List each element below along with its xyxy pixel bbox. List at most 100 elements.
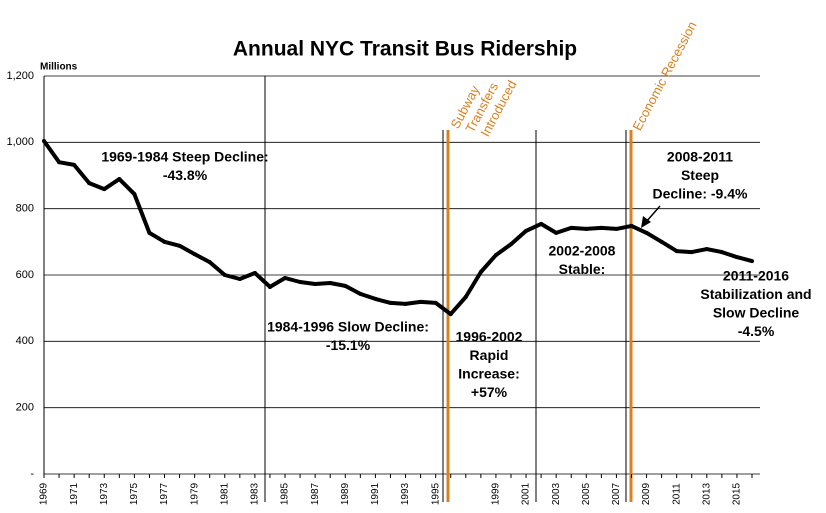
y-tick-label: 200 bbox=[16, 402, 34, 414]
annotation: 1996-2002 bbox=[456, 329, 523, 345]
y-tick-label: 400 bbox=[16, 335, 34, 347]
x-tick-label: 1999 bbox=[491, 482, 502, 505]
x-tick-label: 2003 bbox=[551, 482, 562, 505]
point bbox=[328, 280, 333, 285]
point bbox=[162, 239, 167, 244]
x-tick-label: 1985 bbox=[280, 482, 291, 505]
y-unit: Millions bbox=[40, 62, 78, 73]
annotation: Stable: bbox=[559, 261, 606, 277]
annotation: 2011-2016 bbox=[723, 268, 789, 284]
annotation: 2008-2011 bbox=[667, 149, 733, 165]
annotation: -4.5% bbox=[738, 323, 775, 339]
x-tick-label: 1991 bbox=[370, 482, 381, 505]
point bbox=[463, 294, 468, 299]
chart-title: Annual NYC Transit Bus Ridership bbox=[233, 38, 577, 61]
x-tick-label: 1995 bbox=[430, 482, 441, 505]
point bbox=[57, 160, 62, 165]
point bbox=[177, 243, 182, 248]
arrow-head bbox=[641, 216, 651, 228]
point bbox=[508, 242, 513, 247]
y-tick-label: 800 bbox=[16, 203, 34, 215]
x-tick-label: 1987 bbox=[310, 482, 321, 505]
arrow bbox=[645, 205, 661, 223]
x-tick-label: 1981 bbox=[219, 482, 230, 505]
x-tick-label: 2009 bbox=[641, 482, 652, 505]
x-tick-label: 2015 bbox=[732, 482, 743, 505]
annotation: Stabilization and bbox=[700, 286, 811, 302]
point bbox=[599, 225, 604, 230]
point bbox=[237, 276, 242, 281]
point bbox=[192, 252, 197, 257]
point bbox=[644, 230, 649, 235]
point bbox=[539, 221, 544, 226]
point bbox=[222, 273, 227, 277]
point bbox=[117, 177, 122, 182]
annotation: -15.1% bbox=[326, 337, 371, 353]
line-series bbox=[42, 139, 753, 317]
point bbox=[478, 270, 483, 275]
x-tick-label: 1979 bbox=[189, 482, 200, 505]
point bbox=[418, 299, 423, 304]
annotation: Slow Decline bbox=[713, 305, 800, 321]
x-tick-label: 1969 bbox=[39, 482, 50, 505]
point bbox=[72, 162, 77, 167]
point bbox=[298, 279, 303, 284]
point bbox=[358, 291, 363, 296]
point bbox=[42, 139, 46, 144]
x-tick-label: 2011 bbox=[671, 483, 682, 505]
point bbox=[102, 187, 107, 192]
x-tick-label: 1993 bbox=[400, 482, 411, 505]
point bbox=[524, 228, 529, 233]
point bbox=[493, 253, 498, 258]
annotation: Steep bbox=[681, 167, 719, 183]
point bbox=[659, 239, 664, 244]
point bbox=[313, 281, 318, 286]
point bbox=[704, 247, 709, 252]
annotation: Decline: -9.4% bbox=[653, 186, 748, 202]
point bbox=[719, 250, 724, 255]
y-tick-label: 600 bbox=[16, 269, 34, 281]
x-tick-label: 1971 bbox=[69, 482, 80, 505]
x-tick-label: 2005 bbox=[581, 482, 592, 505]
annotation: Rapid bbox=[470, 347, 509, 363]
x-tick-label: 2001 bbox=[521, 482, 532, 505]
point bbox=[554, 230, 559, 235]
point bbox=[132, 192, 137, 197]
x-tick-label: 1975 bbox=[129, 482, 140, 505]
x-tick-label: 1983 bbox=[250, 482, 261, 505]
point bbox=[750, 259, 754, 264]
point bbox=[584, 226, 589, 231]
point bbox=[433, 300, 438, 305]
x-tick-label: 1989 bbox=[340, 482, 351, 505]
point bbox=[87, 181, 92, 186]
point bbox=[343, 283, 348, 288]
point bbox=[629, 223, 634, 228]
point bbox=[448, 312, 453, 317]
annotation: Increase: bbox=[458, 366, 519, 382]
annotation: 2002-2008 bbox=[549, 243, 616, 259]
point bbox=[147, 230, 152, 235]
point bbox=[674, 249, 679, 254]
annotation: +57% bbox=[471, 384, 508, 400]
point bbox=[734, 255, 739, 260]
point bbox=[283, 275, 288, 280]
y-tick-label: 1,000 bbox=[6, 136, 34, 148]
point bbox=[614, 226, 619, 231]
point bbox=[252, 271, 257, 276]
x-tick-label: 1977 bbox=[159, 482, 170, 505]
x-tick-label: 2013 bbox=[701, 482, 712, 505]
point bbox=[373, 296, 378, 301]
point bbox=[569, 225, 574, 230]
annotation: 1969-1984 Steep Decline: bbox=[101, 149, 268, 165]
point bbox=[689, 250, 694, 255]
point bbox=[267, 284, 272, 289]
annotation: -43.8% bbox=[163, 167, 208, 183]
annotation: 1984-1996 Slow Decline: bbox=[267, 319, 429, 335]
x-tick-label: 1973 bbox=[99, 482, 110, 505]
point bbox=[388, 300, 393, 305]
x-tick-label: 2007 bbox=[611, 482, 622, 505]
y-tick-label: - bbox=[30, 468, 34, 480]
point bbox=[403, 301, 408, 306]
y-tick-label: 1,200 bbox=[6, 70, 34, 82]
